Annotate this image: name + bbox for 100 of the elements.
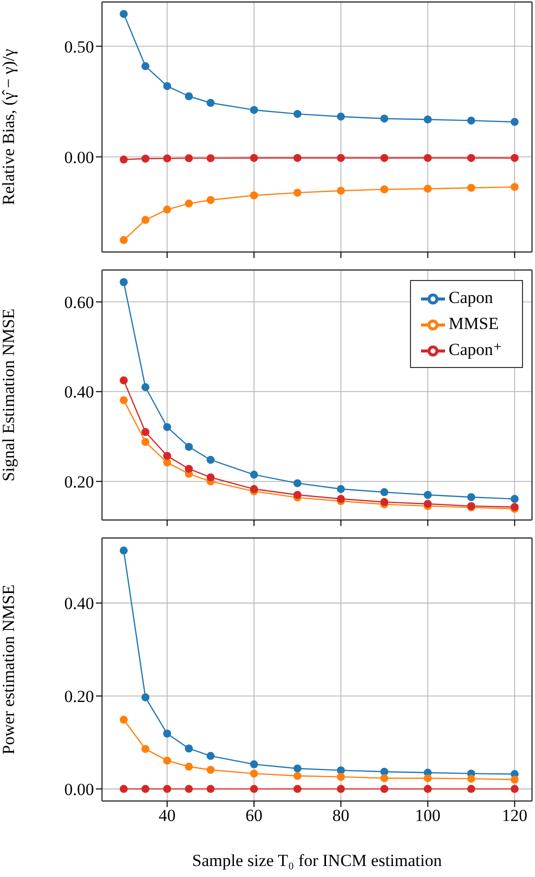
point	[510, 118, 519, 126]
point	[250, 770, 258, 778]
point	[120, 716, 128, 724]
point	[206, 98, 215, 107]
point	[163, 756, 172, 765]
point	[510, 154, 519, 162]
point	[380, 488, 388, 496]
point	[163, 206, 172, 214]
y-tick-label: 0.40	[64, 382, 94, 402]
point	[510, 494, 519, 503]
point	[336, 485, 345, 494]
point	[184, 762, 193, 771]
point	[380, 774, 388, 782]
point	[120, 376, 128, 384]
point	[120, 236, 128, 244]
point	[206, 752, 215, 760]
point	[163, 423, 172, 432]
y-axis-title: Signal Estimation NMSE	[0, 308, 18, 482]
point	[163, 154, 172, 162]
point	[467, 784, 476, 793]
point	[206, 784, 215, 793]
point	[380, 185, 388, 194]
point	[141, 693, 150, 702]
point	[336, 494, 345, 503]
x-tick-label: 80	[332, 806, 350, 826]
point	[510, 182, 519, 191]
point	[163, 730, 172, 738]
y-tick-label: 0.40	[64, 594, 94, 614]
point	[250, 470, 258, 479]
point	[184, 784, 193, 793]
point	[184, 744, 193, 752]
point	[141, 62, 150, 70]
y-tick-label: 0.20	[64, 472, 94, 492]
point	[424, 184, 432, 193]
point	[467, 774, 476, 783]
legend-label: MMSE	[448, 314, 499, 334]
point	[424, 115, 432, 124]
point	[141, 154, 150, 163]
point	[141, 438, 150, 446]
point	[120, 396, 128, 404]
y-tick-label: 0.20	[64, 687, 94, 706]
point	[206, 473, 215, 482]
legend-label: Capon⁺	[448, 340, 502, 360]
y-tick-label: 0.00	[64, 148, 94, 167]
point	[424, 490, 432, 499]
point	[336, 784, 345, 793]
point	[206, 154, 215, 162]
point	[293, 479, 302, 488]
point	[293, 188, 302, 197]
point	[293, 490, 302, 499]
y-axis-title: Relative Bias, (γ̂ − γ)/γ	[0, 48, 18, 206]
y-tick-label: 0.00	[64, 780, 94, 799]
point	[336, 772, 345, 781]
point	[184, 200, 193, 208]
point	[293, 110, 302, 118]
point	[424, 154, 432, 162]
point	[250, 760, 258, 768]
point	[163, 452, 172, 460]
point	[336, 112, 345, 121]
point	[293, 772, 302, 780]
point	[336, 186, 345, 195]
point	[250, 784, 258, 793]
point	[467, 493, 476, 502]
point	[467, 184, 476, 192]
legend-label: Capon	[448, 288, 494, 307]
point	[184, 154, 193, 162]
point	[250, 191, 258, 200]
point	[250, 154, 258, 162]
point	[467, 116, 476, 125]
point	[380, 114, 388, 123]
point	[510, 776, 519, 784]
point	[120, 784, 128, 793]
y-axis-title: Power estimation NMSE	[0, 584, 18, 754]
point	[120, 546, 128, 555]
point	[424, 774, 432, 782]
point	[250, 106, 258, 114]
x-tick-label: 100	[415, 806, 441, 826]
point	[293, 784, 302, 793]
x-tick-label: 120	[502, 806, 528, 826]
x-axis-title: Sample size T₀ for INCM estimation	[192, 851, 442, 870]
point	[467, 154, 476, 162]
y-tick-label: 0.60	[64, 292, 94, 312]
point	[184, 92, 193, 100]
point	[141, 784, 150, 793]
point	[163, 82, 172, 90]
point	[163, 458, 172, 467]
point	[206, 196, 215, 204]
point	[206, 766, 215, 774]
point	[120, 156, 128, 164]
point	[120, 10, 128, 18]
point	[120, 278, 128, 286]
point	[380, 154, 388, 162]
point	[293, 154, 302, 162]
point	[163, 784, 172, 793]
point	[141, 744, 150, 753]
point	[184, 442, 193, 451]
point	[293, 764, 302, 772]
point	[141, 428, 150, 436]
point	[424, 784, 432, 793]
point	[336, 154, 345, 162]
